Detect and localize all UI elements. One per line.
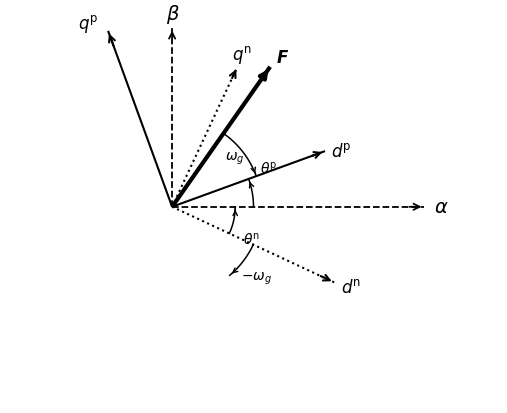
Text: $q^\mathrm{n}$: $q^\mathrm{n}$ [232,44,251,66]
Text: $\boldsymbol{F}$: $\boldsymbol{F}$ [276,48,289,66]
Text: $q^\mathrm{p}$: $q^\mathrm{p}$ [78,13,98,35]
Text: $d^\mathrm{p}$: $d^\mathrm{p}$ [331,143,352,161]
Text: $d^\mathrm{n}$: $d^\mathrm{n}$ [341,278,361,296]
Text: $\theta^\mathrm{p}$: $\theta^\mathrm{p}$ [260,161,277,176]
Text: $\omega_g$: $\omega_g$ [225,150,244,167]
Text: β: β [166,5,178,24]
Text: $-\omega_g$: $-\omega_g$ [241,270,272,286]
Text: $\theta^\mathrm{n}$: $\theta^\mathrm{n}$ [243,231,260,247]
Text: α: α [434,198,447,217]
